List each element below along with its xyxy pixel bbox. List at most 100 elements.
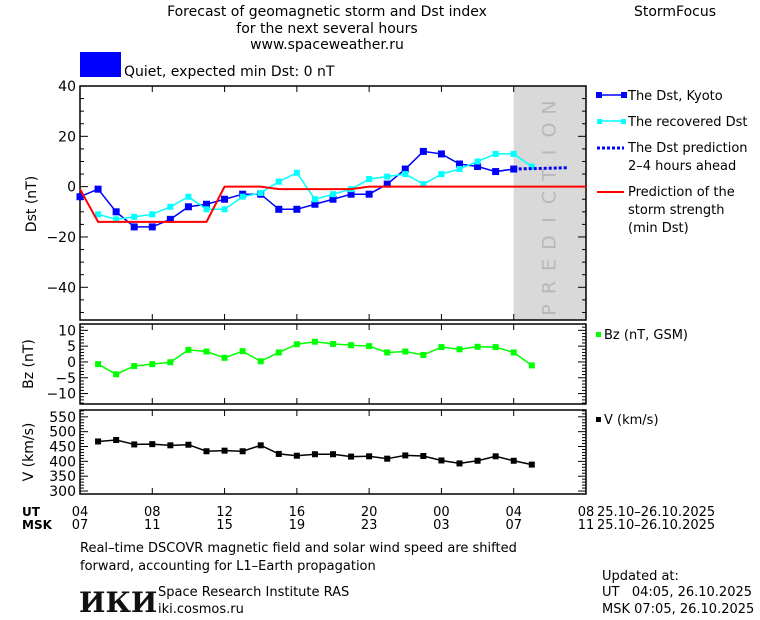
data-point	[384, 349, 391, 356]
data-point	[94, 185, 102, 193]
data-point	[402, 452, 409, 459]
legend-storm-strength: Prediction of the storm strength (min Ds…	[597, 185, 735, 236]
series-line	[97, 340, 533, 376]
data-point	[311, 451, 318, 458]
data-point	[492, 168, 500, 176]
ut-date-range: 25.10–26.10.2025	[597, 505, 715, 520]
legend-v-label: V (km/s)	[604, 413, 659, 428]
data-point	[95, 361, 102, 368]
data-point	[257, 189, 264, 196]
series-the-recovered-dst	[95, 150, 535, 223]
legend-recovered-label: The recovered Dst	[627, 115, 747, 130]
data-point	[438, 344, 445, 351]
y-tick-label: 350	[49, 469, 76, 485]
data-point	[402, 348, 409, 355]
data-point	[221, 354, 228, 361]
msk-date-range: 25.10–26.10.2025	[597, 518, 715, 533]
data-point	[348, 453, 355, 460]
y-tick-label: −40	[46, 280, 76, 296]
legend-prediction-label1: The Dst prediction	[627, 141, 748, 156]
data-point	[293, 205, 301, 213]
prediction-letter: O	[538, 123, 560, 138]
legend-storm-label2: storm strength	[628, 203, 725, 218]
data-point	[383, 180, 391, 188]
legend-bz: Bz (nT, GSM)	[596, 328, 688, 343]
data-point	[420, 453, 427, 460]
data-point	[293, 452, 300, 459]
prediction-letter: I	[538, 217, 560, 223]
x-tick-label-ut: 04	[72, 505, 89, 520]
data-point	[456, 460, 463, 467]
data-point	[365, 190, 373, 198]
data-point	[492, 453, 499, 460]
x-tick-label-msk: 23	[361, 518, 378, 533]
data-point	[95, 438, 102, 445]
x-tick-label-ut: 08	[144, 505, 161, 520]
v-axis-label: V (km/s)	[21, 423, 37, 482]
data-point	[401, 165, 409, 173]
data-point	[510, 457, 517, 464]
legend-dst-prediction: The Dst prediction 2–4 hours ahead	[597, 141, 748, 174]
data-point	[275, 178, 282, 185]
msk-row-label: MSK	[22, 518, 53, 532]
data-point	[456, 346, 463, 353]
updated-msk: MSK 07:05, 26.10.2025	[602, 602, 754, 617]
x-tick-label-msk: 03	[433, 518, 450, 533]
prediction-region	[513, 86, 586, 320]
x-tick-label-ut: 12	[216, 505, 233, 520]
x-tick-label-ut: 16	[289, 505, 306, 520]
data-point	[492, 150, 499, 157]
plot-frame	[79, 85, 587, 321]
y-tick-label: 0	[67, 355, 76, 371]
data-point	[474, 343, 481, 350]
data-point	[203, 200, 210, 208]
series-bz-nt-gsm	[95, 338, 535, 378]
data-point	[203, 206, 210, 213]
legend-dst-kyoto-label: The Dst, Kyoto	[627, 89, 723, 104]
legend-prediction-label2: 2–4 hours ahead	[628, 159, 736, 174]
data-point	[113, 371, 120, 378]
legend-storm-label3: (min Dst)	[628, 221, 689, 236]
plot-frame	[79, 323, 587, 405]
data-point	[95, 211, 102, 218]
x-tick-label-ut: 20	[361, 505, 378, 520]
data-point	[438, 457, 445, 464]
data-point	[474, 457, 481, 464]
data-point	[113, 216, 120, 223]
status-color-swatch	[80, 52, 121, 77]
dst-axis-label: Dst (nT)	[24, 176, 40, 232]
x-tick-label-ut: 00	[433, 505, 450, 520]
x-tick-label-msk: 07	[505, 518, 522, 533]
data-point	[329, 195, 337, 203]
data-point	[275, 450, 282, 457]
bz-axis-label: Bz (nT)	[21, 339, 37, 389]
site-url[interactable]: www.spaceweather.ru	[250, 37, 404, 53]
prediction-letter: R	[538, 281, 560, 294]
institute-url[interactable]: iki.cosmos.ru	[158, 602, 244, 617]
data-point	[239, 348, 246, 355]
chart-title-line1: Forecast of geomagnetic storm and Dst in…	[167, 4, 487, 20]
data-point	[528, 163, 535, 170]
data-point	[311, 338, 318, 345]
data-point	[311, 196, 318, 203]
data-point	[167, 359, 174, 366]
legend-recovered: The recovered Dst	[597, 115, 747, 130]
series-line	[79, 185, 586, 223]
data-point	[330, 451, 336, 458]
y-tick-label: 400	[49, 454, 76, 470]
y-tick-label: 10	[58, 323, 76, 339]
x-tick-label-msk: 07	[72, 518, 89, 533]
data-point	[492, 344, 499, 351]
data-point	[420, 351, 427, 358]
y-tick-label: −5	[55, 371, 76, 387]
data-point	[131, 363, 138, 370]
y-tick-label: 40	[58, 79, 76, 95]
y-tick-label: 0	[67, 180, 76, 196]
panel-dst: 40 20 0 −20 −40	[46, 79, 587, 321]
updated-label: Updated at:	[602, 569, 679, 584]
data-point	[347, 190, 355, 198]
data-point	[149, 441, 156, 448]
data-point	[130, 223, 138, 231]
data-point	[474, 158, 481, 165]
